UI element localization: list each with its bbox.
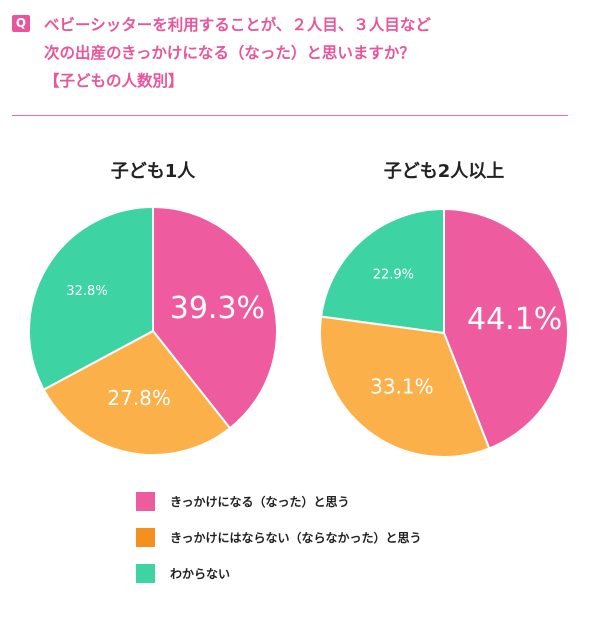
question-badge: Q xyxy=(12,15,30,32)
pie-2-title: 子ども2人以上 xyxy=(383,161,505,182)
pie-chart-1: 39.3% 27.8% 32.8% xyxy=(28,205,278,456)
title-line-2: 次の出産のきっかけになる（なった）と思いますか？ xyxy=(44,44,415,62)
pie-2-label-yes: 44.1% xyxy=(467,302,562,337)
legend-label-yes: きっかけになる（なった）と思う xyxy=(170,495,350,509)
pie-1-label-no: 27.8% xyxy=(107,386,171,410)
pie-1-slice-unknown xyxy=(28,205,154,391)
page-title: ベビーシッターを利用することが、２人目、３人目など 次の出産のきっかけになる（な… xyxy=(44,11,579,95)
pie-1-label-unknown: 32.8% xyxy=(66,284,107,299)
legend-label-no: きっかけにはならない（ならなかった）と思う xyxy=(170,531,422,545)
pie-2-label-no: 33.1% xyxy=(370,375,434,399)
legend-item-no: きっかけにはならない（ならなかった）と思う xyxy=(136,528,422,547)
divider xyxy=(12,115,568,116)
legend-swatch-unknown xyxy=(136,564,155,583)
legend-label-unknown: わからない xyxy=(170,567,231,581)
title-line-1: ベビーシッターを利用することが、２人目、３人目など xyxy=(44,16,431,34)
pie-2-label-unknown: 22.9% xyxy=(373,268,414,283)
pie-1-title: 子ども1人 xyxy=(110,161,196,182)
pie-2-slice-no xyxy=(319,315,491,458)
legend-item-yes: きっかけになる（なった）と思う xyxy=(136,492,350,511)
pie-1-slice-no xyxy=(42,329,232,456)
legend-swatch-no xyxy=(136,528,155,547)
pie-1-label-yes: 39.3% xyxy=(170,291,265,326)
pie-1-slice-yes xyxy=(152,205,278,430)
title-line-3: 【子どもの人数別】 xyxy=(44,72,184,90)
pie-chart-2: 44.1% 33.1% 22.9% xyxy=(319,207,569,458)
legend-swatch-yes xyxy=(136,492,155,511)
pie-2-slice-unknown xyxy=(319,207,445,335)
legend-item-unknown: わからない xyxy=(136,564,230,583)
pie-2-slice-yes xyxy=(443,207,569,450)
